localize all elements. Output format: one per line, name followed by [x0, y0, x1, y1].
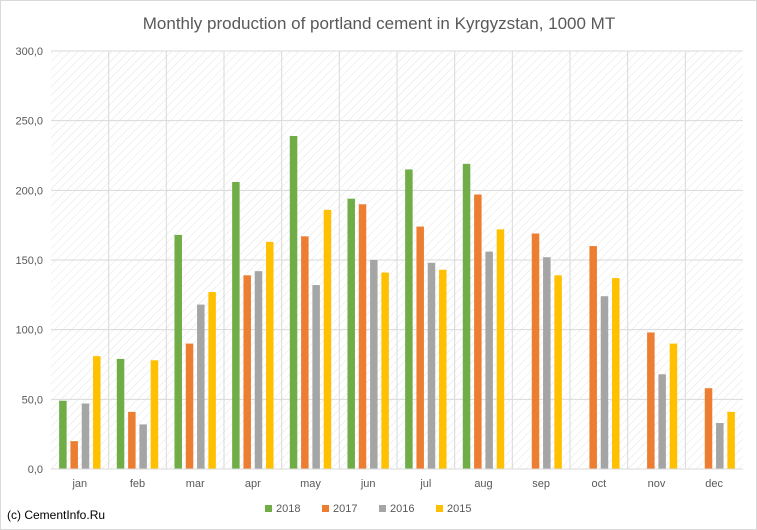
bar-2015-may	[323, 209, 332, 469]
bar-2016-aug	[485, 251, 493, 469]
bar-2018-apr	[232, 181, 240, 469]
x-tick-label: may	[300, 478, 321, 490]
bar-2017-sep	[531, 233, 540, 469]
bar-2016-mar	[197, 304, 205, 469]
y-tick-label: 0,0	[28, 464, 43, 476]
y-tick-label: 100,0	[15, 325, 43, 337]
bar-2017-may	[301, 236, 309, 469]
bar-2018-may	[289, 135, 298, 469]
y-tick-label: 50,0	[22, 394, 43, 406]
bar-2016-sep	[543, 257, 551, 469]
bar-2015-apr	[266, 241, 274, 469]
bar-2016-dec	[716, 423, 724, 469]
legend-label: 2016	[390, 503, 414, 515]
bar-2016-jun	[370, 260, 378, 469]
bar-2016-nov	[658, 374, 666, 469]
x-tick-label: apr	[245, 478, 261, 490]
footer-credit: (c) CementInfo.Ru	[7, 508, 106, 522]
bar-2018-mar	[174, 234, 182, 469]
bar-2018-jan	[59, 400, 67, 469]
bar-2017-jul	[416, 226, 424, 469]
bar-2015-sep	[554, 275, 562, 469]
bar-2015-aug	[496, 229, 505, 469]
x-tick-label: mar	[186, 478, 205, 490]
x-tick-label: dec	[705, 478, 723, 490]
x-tick-label: aug	[474, 478, 492, 490]
y-tick-label: 250,0	[15, 116, 43, 128]
y-tick-label: 300,0	[15, 46, 43, 58]
bar-2015-oct	[612, 278, 620, 469]
legend-swatch-2017	[322, 505, 329, 512]
y-tick-label: 150,0	[15, 255, 43, 267]
x-tick-label: sep	[532, 478, 550, 490]
legend-swatch-2016	[379, 505, 386, 512]
bar-2018-jul	[405, 169, 413, 469]
bar-2015-dec	[727, 411, 735, 469]
x-tick-label: jan	[71, 478, 87, 490]
bar-2016-may	[312, 285, 320, 469]
bar-2016-jul	[427, 262, 436, 469]
bar-2017-dec	[704, 388, 713, 469]
x-tick-label: jun	[360, 478, 376, 490]
bar-2015-nov	[669, 343, 678, 469]
bar-2017-oct	[589, 246, 597, 469]
x-tick-label: jul	[419, 478, 431, 490]
bar-2015-feb	[150, 360, 159, 469]
bar-2017-nov	[647, 332, 655, 469]
bar-2017-feb	[128, 411, 136, 469]
legend-swatch-2018	[265, 505, 272, 512]
legend-label: 2018	[276, 503, 300, 515]
bar-2016-feb	[139, 424, 147, 469]
plot-area: 0,0 50,0 100,0 150,0 200,0 250,0 300,0 jan feb ma…	[15, 46, 743, 515]
bar-2018-feb	[116, 358, 125, 469]
bar-2015-mar	[208, 292, 216, 469]
x-tick-label: oct	[591, 478, 606, 490]
legend-label: 2017	[333, 503, 357, 515]
chart-title: Monthly production of portland cement in…	[143, 14, 615, 33]
bar-2015-jun	[381, 272, 389, 469]
bar-2017-apr	[243, 275, 251, 469]
bar-2015-jul	[439, 269, 447, 469]
bar-2018-jun	[347, 198, 355, 469]
bar-2017-aug	[474, 194, 482, 469]
bar-2017-jun	[358, 204, 367, 469]
bar-2016-oct	[600, 296, 609, 469]
x-tick-label: feb	[130, 478, 145, 490]
x-tick-label: nov	[648, 478, 666, 490]
bar-2018-aug	[462, 163, 471, 470]
bar-2017-mar	[185, 343, 194, 469]
bar-2016-jan	[81, 403, 90, 469]
bar-2016-apr	[254, 271, 263, 469]
y-tick-label: 200,0	[15, 185, 43, 197]
legend-swatch-2015	[436, 505, 443, 512]
bar-2017-jan	[70, 441, 78, 469]
legend-label: 2015	[447, 503, 471, 515]
bar-2015-jan	[93, 356, 101, 469]
